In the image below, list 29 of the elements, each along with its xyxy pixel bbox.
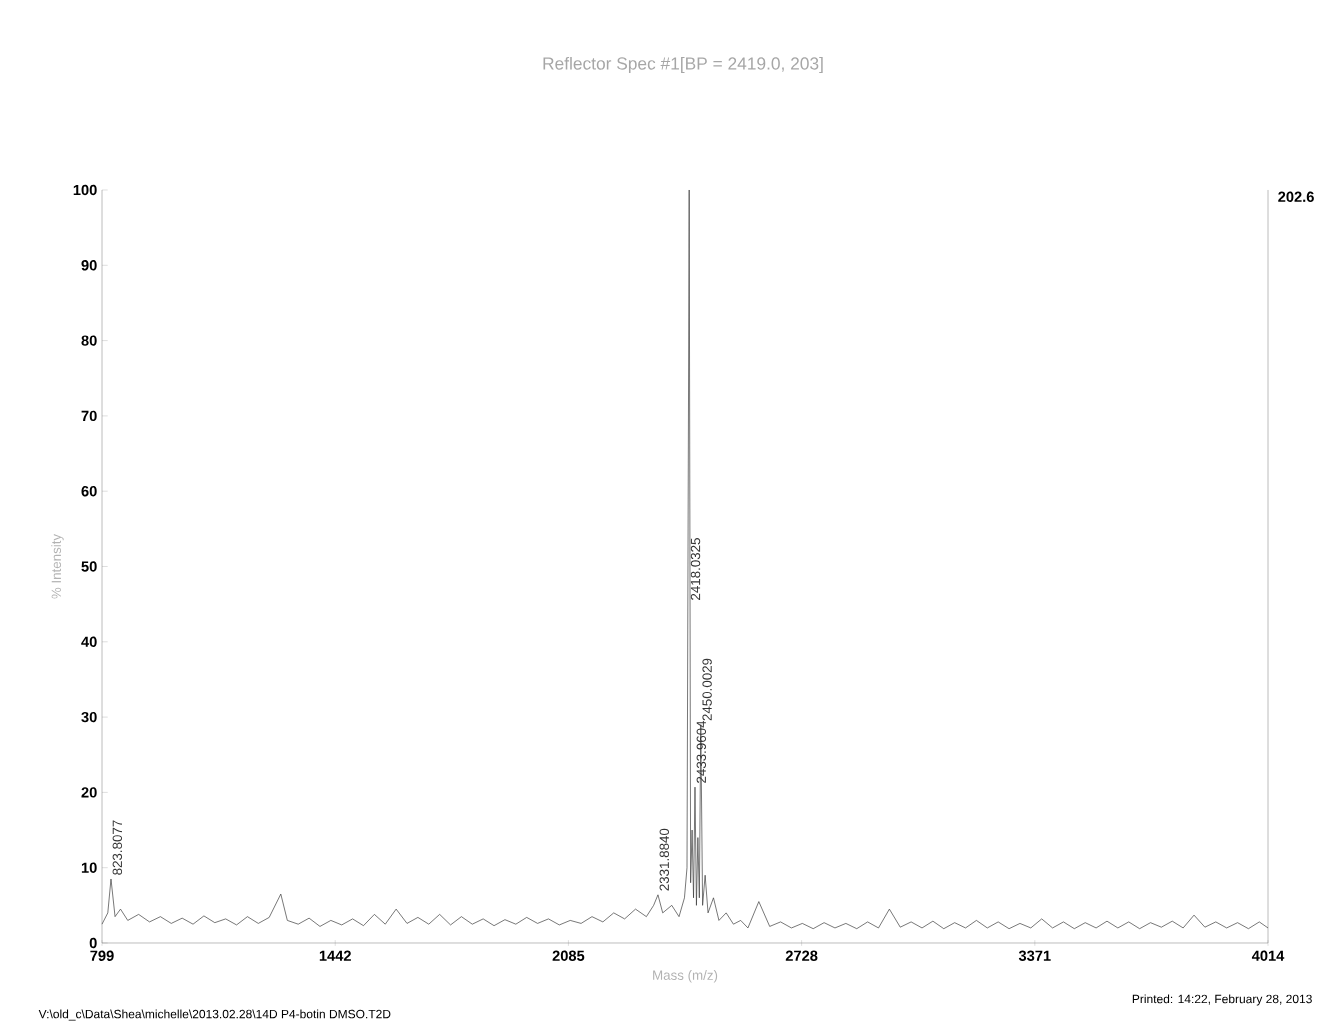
y-tick-label: 70 bbox=[81, 410, 97, 422]
chart-subtitle: Reflector Spec #1[BP = 2419.0, 203] bbox=[543, 56, 823, 74]
annotation: 2433.9604 bbox=[696, 720, 707, 783]
annotation: 2331.8840 bbox=[659, 828, 669, 891]
x-tick-label: 4014 bbox=[1251, 950, 1285, 961]
line-series bbox=[101, 189, 1269, 930]
y-tick-label: 20 bbox=[81, 787, 97, 798]
y-axis-title: % Intensity bbox=[51, 533, 64, 599]
annotation: 823.8077 bbox=[112, 820, 123, 875]
text: Printed: 14:22, February 28, 2013 bbox=[1132, 994, 1312, 1006]
y-tick-label: 50 bbox=[81, 561, 97, 572]
x-axis-title: Mass (m/z) bbox=[653, 970, 718, 983]
x-tick-label: 2728 bbox=[785, 950, 818, 961]
y-tick-label: 40 bbox=[81, 636, 97, 647]
annotation: 2418.0325 bbox=[690, 538, 701, 600]
x-tick-label: 1442 bbox=[319, 950, 351, 961]
text: V:\old_c\Data\Shea\michelle\2013.02.28\14D P4-botin DMSO.T2D bbox=[38, 1009, 391, 1021]
x-tick-label: 2085 bbox=[552, 950, 585, 961]
y-tick-label: 0 bbox=[89, 937, 97, 949]
x-tick-label: 799 bbox=[90, 950, 114, 961]
text: 202.6 bbox=[1278, 191, 1314, 202]
y-tick-label: 60 bbox=[81, 486, 97, 497]
annotation: 2450.0029 bbox=[702, 658, 712, 721]
y-tick-label: 30 bbox=[81, 711, 97, 723]
y-tick-label: 10 bbox=[81, 862, 97, 873]
y-tick-label: 80 bbox=[81, 335, 97, 346]
y-tick-label: 90 bbox=[81, 260, 97, 271]
y-tick-label: 100 bbox=[73, 184, 97, 196]
x-tick-label: 3371 bbox=[1018, 950, 1051, 961]
